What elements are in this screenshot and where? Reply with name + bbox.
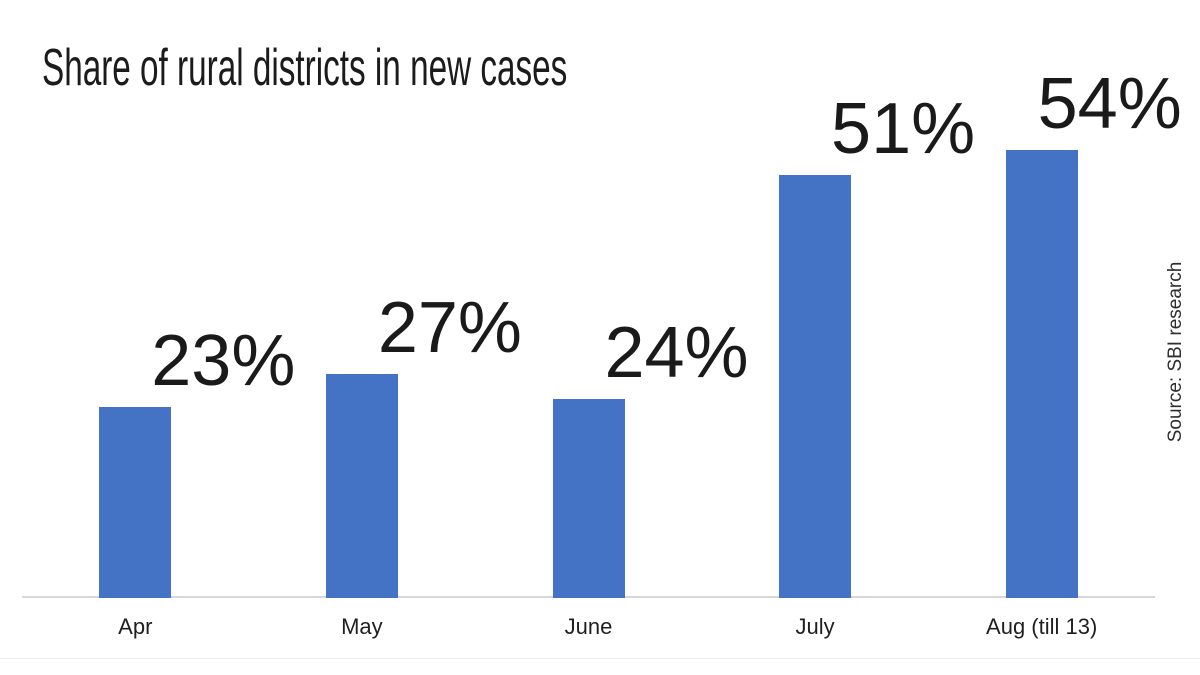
- x-axis-tick-label: June: [564, 614, 613, 639]
- x-axis-tick-label: Aug (till 13): [986, 614, 1098, 639]
- x-axis-tick-label: May: [341, 614, 383, 639]
- bottom-divider: [0, 658, 1200, 659]
- bar-value-label: 24%: [604, 312, 749, 393]
- bar-value-label: 27%: [377, 287, 522, 368]
- x-axis-tick-label: Apr: [118, 614, 153, 639]
- chart-title: Share of rural districts in new cases: [42, 39, 568, 97]
- bar-value-label: 23%: [151, 321, 296, 402]
- x-axis-tick-label: July: [795, 614, 835, 639]
- bar-value-label: 54%: [1037, 63, 1182, 144]
- bar-aug-till-13: [1005, 149, 1078, 598]
- bar-june: [552, 398, 625, 598]
- bar-apr: [99, 407, 172, 598]
- bar-may: [325, 373, 398, 598]
- bar-value-label: 51%: [831, 88, 976, 169]
- bar-july: [779, 174, 852, 598]
- source-note: Source: SBI research: [1165, 261, 1186, 443]
